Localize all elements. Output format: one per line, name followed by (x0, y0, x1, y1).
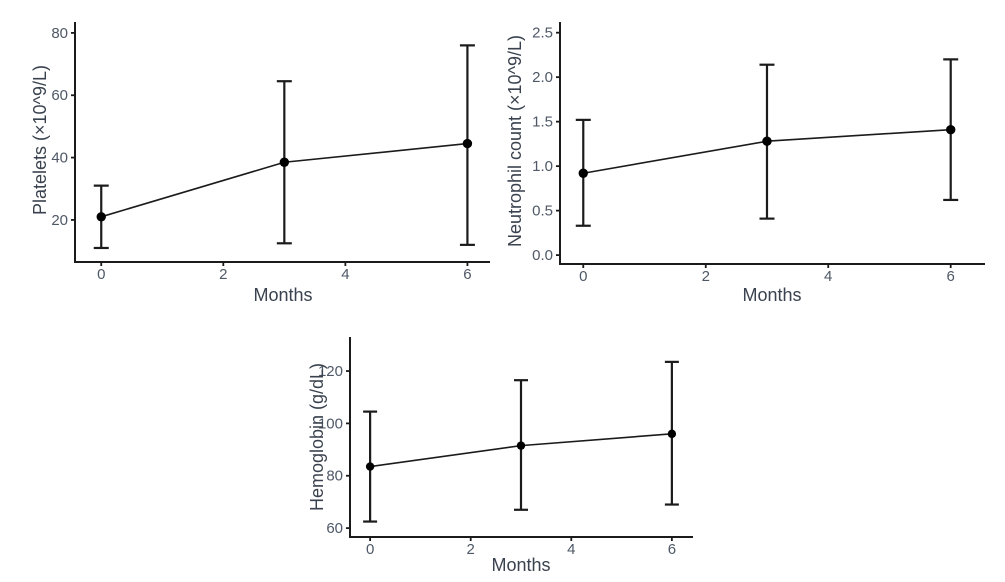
neutrophil-chart: 0.0 0.5 1.0 1.5 2.0 2.5 0 2 4 6 Neutrophil count … (500, 0, 1005, 305)
y-tick-label: 120 (318, 363, 343, 380)
y-tick-label: 40 (51, 150, 68, 167)
y-tick-label: 1.0 (532, 158, 553, 175)
x-tick-label: 2 (219, 266, 227, 283)
y-tick-label: 60 (51, 87, 68, 104)
neutrophil-y-axis-title: Neutrophil count (×10^9/L) (505, 34, 525, 248)
platelets-plot: 20 40 60 80 0 2 4 6 (51, 22, 490, 283)
x-tick-label: 4 (341, 266, 349, 283)
y-tick-label: 20 (51, 212, 68, 229)
y-tick-label: 1.5 (532, 114, 553, 131)
platelets-x-axis-title: Months (253, 285, 313, 305)
y-tick-label: 80 (51, 25, 68, 42)
data-point (279, 157, 290, 167)
x-tick-label: 2 (467, 541, 475, 558)
hemoglobin-y-axis-title: Hemoglobin (g/dL) (307, 362, 327, 512)
x-tick-label: 6 (463, 266, 471, 283)
x-tick-label: 0 (579, 268, 587, 285)
neutrophil-x-axis-title: Months (742, 285, 802, 305)
data-point (96, 212, 106, 222)
x-tick-label: 4 (567, 541, 575, 558)
hemoglobin-x-axis-title: Months (491, 555, 551, 575)
x-tick-label: 0 (366, 541, 374, 558)
x-tick-label: 0 (97, 266, 105, 283)
y-tick-label: 2.0 (532, 69, 553, 86)
y-tick-label: 0.5 (532, 203, 553, 220)
hemoglobin-chart: 60 80 100 120 0 2 4 6 Hemoglobin (g/dL) Months (275, 300, 765, 582)
y-tick-label: 2.5 (532, 25, 553, 42)
x-tick-label: 6 (668, 541, 676, 558)
neutrophil-plot: 0.0 0.5 1.0 1.5 2.0 2.5 0 2 4 6 (532, 22, 985, 285)
data-point (578, 168, 588, 178)
data-point (365, 462, 375, 471)
data-point (516, 441, 526, 450)
y-tick-label: 100 (318, 415, 343, 432)
data-point (667, 429, 677, 439)
hemoglobin-plot: 60 80 100 120 0 2 4 6 (318, 337, 693, 558)
x-tick-label: 6 (947, 268, 955, 285)
platelets-y-axis-title: Platelets (×10^9/L) (30, 64, 50, 216)
x-tick-label: 2 (702, 268, 710, 285)
data-point (762, 136, 772, 146)
data-point (462, 138, 473, 149)
y-tick-label: 0.0 (532, 247, 553, 264)
x-tick-label: 4 (824, 268, 832, 285)
platelets-chart: 20 40 60 80 0 2 4 6 Platelets (×10^9/L) Months (0, 0, 500, 305)
y-tick-label: 60 (326, 520, 343, 537)
y-tick-label: 80 (326, 468, 343, 485)
data-point (946, 124, 956, 135)
